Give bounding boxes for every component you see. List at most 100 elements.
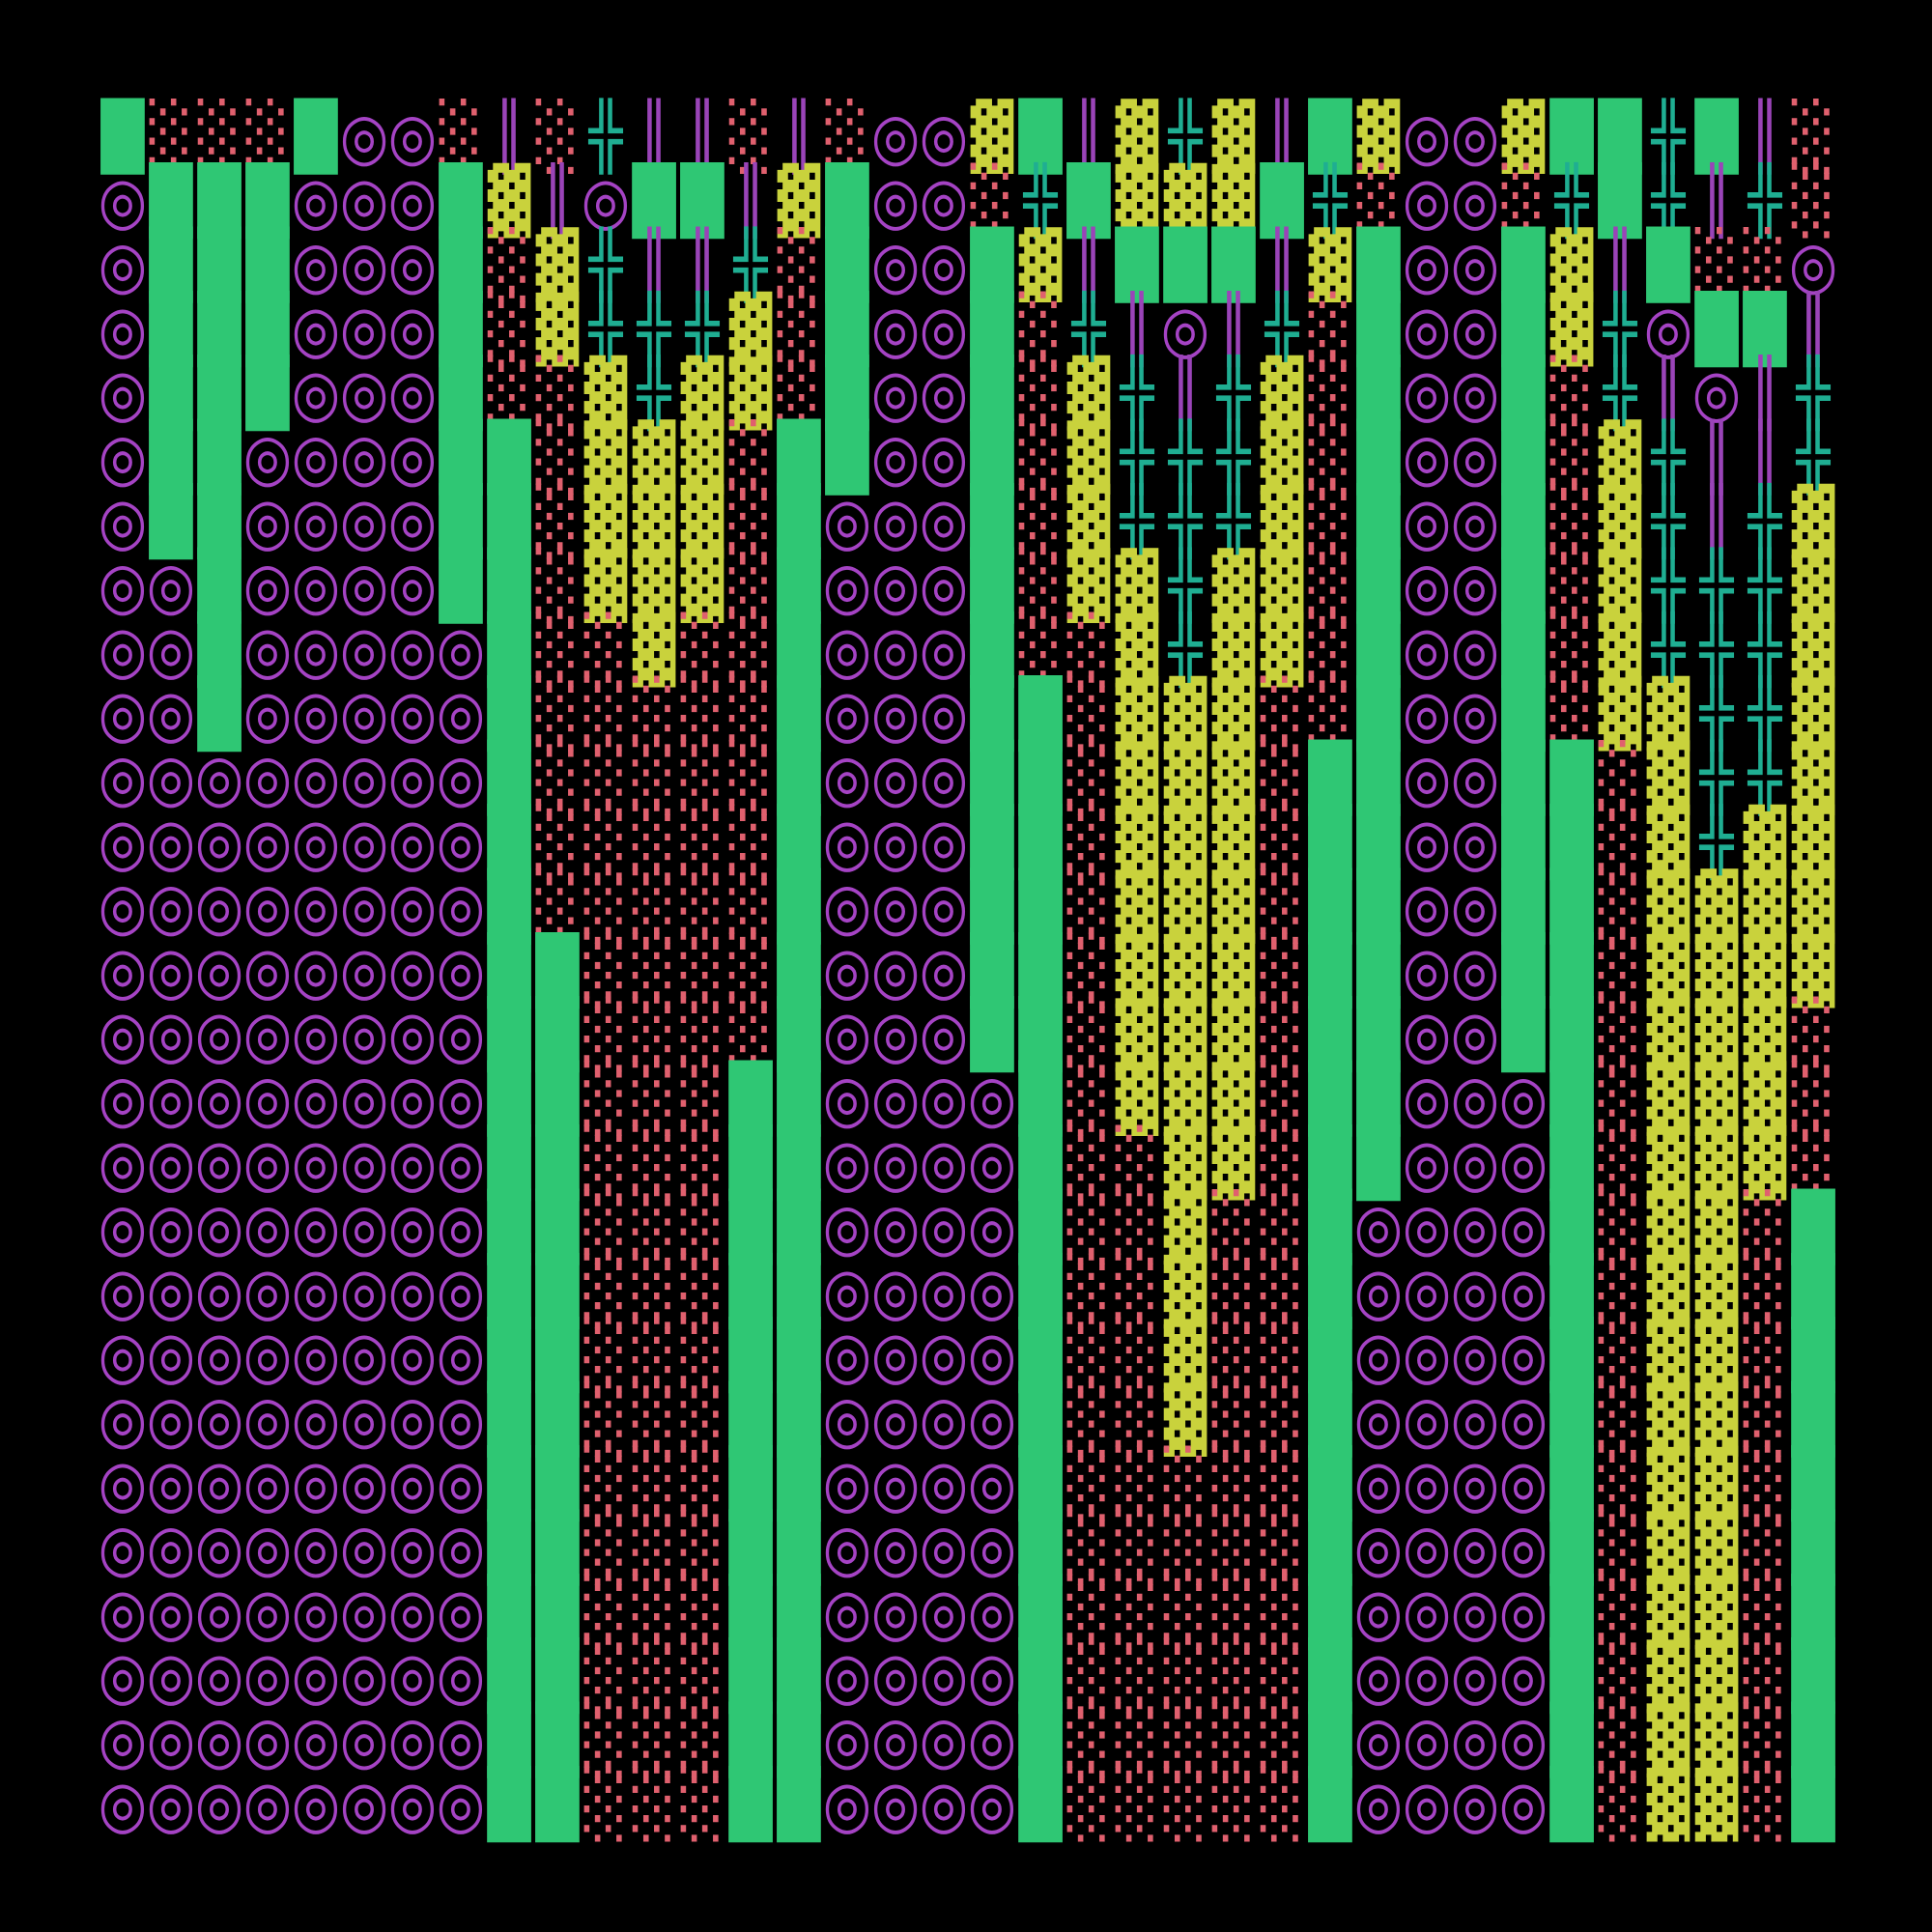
glyph-cell: ◎: [147, 805, 196, 880]
glyph-cell: ▓: [584, 484, 628, 560]
glyph-cell: █: [728, 1766, 773, 1843]
glyph-cell: ◎: [437, 868, 486, 944]
glyph-cell: ▓: [1647, 1318, 1690, 1394]
glyph-cell: █: [487, 547, 531, 624]
glyph-cell: █: [439, 162, 483, 240]
glyph-cell: ░: [1067, 1252, 1111, 1329]
glyph-cell: ░: [633, 675, 676, 753]
glyph-cell: ◎: [340, 997, 389, 1072]
glyph-cell: ╬: [1699, 804, 1735, 881]
glyph-cell: ◎: [340, 676, 389, 752]
glyph-cell: ◎: [871, 611, 921, 687]
glyph-cell: ▓: [1695, 1381, 1739, 1458]
glyph-cell: █: [1356, 804, 1401, 881]
glyph-cell: █: [680, 162, 724, 240]
glyph-cell: █: [535, 1509, 580, 1586]
glyph-cell: ◎: [340, 1061, 389, 1136]
glyph-cell: ◎: [871, 419, 921, 495]
glyph-cell: █: [1356, 931, 1401, 1009]
glyph-cell: ░: [1212, 1637, 1256, 1715]
glyph-cell: ▓: [1647, 1574, 1690, 1650]
glyph-cell: ░: [1744, 1701, 1787, 1778]
glyph-cell: ◎: [147, 868, 196, 944]
glyph-cell: █: [1549, 1445, 1594, 1522]
glyph-cell: ░: [1067, 1445, 1111, 1522]
glyph-cell: ╬: [1747, 675, 1783, 753]
glyph-cell: ◎: [1451, 419, 1500, 495]
glyph-cell: ░: [536, 675, 580, 753]
glyph-cell: ▓: [1116, 99, 1159, 175]
glyph-cell: ◎: [292, 484, 341, 559]
glyph-cell: ░: [778, 226, 821, 303]
glyph-cell: ░: [1019, 547, 1063, 624]
glyph-cell: ◎: [195, 1061, 244, 1136]
glyph-cell: ▓: [1116, 611, 1159, 688]
glyph-cell: ◎: [1499, 1061, 1548, 1136]
glyph-cell: ◎: [99, 997, 148, 1072]
glyph-cell: ▓: [1261, 355, 1304, 432]
glyph-cell: ◎: [340, 355, 389, 431]
glyph-cell: ▓: [1164, 932, 1208, 1009]
glyph-cell: ║: [1748, 355, 1782, 432]
glyph-cell: ◎: [920, 1381, 969, 1457]
glyph-cell: ◎: [920, 932, 969, 1008]
glyph-cell: ◎: [1451, 99, 1500, 174]
glyph-cell: ▓: [584, 355, 628, 432]
glyph-cell: ░: [1261, 1060, 1304, 1137]
glyph-cell: ◎: [340, 1446, 389, 1521]
glyph-cell: ░: [1695, 226, 1739, 303]
glyph-cell: ◎: [920, 1253, 969, 1328]
glyph-cell: ◎: [292, 1061, 341, 1136]
glyph-cell: ◎: [147, 1189, 196, 1264]
glyph-cell: ◎: [920, 805, 969, 880]
glyph-cell: ▓: [1357, 99, 1401, 175]
glyph-cell: ◎: [99, 932, 148, 1008]
glyph-cell: ░: [633, 1573, 676, 1650]
glyph-cell: ◎: [920, 611, 969, 687]
glyph-cell: ╬: [1216, 418, 1252, 496]
glyph-cell: ╬: [1651, 418, 1687, 496]
glyph-cell: █: [149, 418, 193, 496]
glyph-cell: █: [1308, 1317, 1352, 1394]
glyph-cell: ◎: [99, 1446, 148, 1521]
glyph-cell: █: [1018, 1573, 1063, 1650]
glyph-cell: ░: [1116, 1573, 1159, 1650]
glyph-cell: ◎: [147, 1446, 196, 1521]
glyph-cell: ◎: [292, 805, 341, 880]
glyph-cell: ╬: [1747, 611, 1783, 688]
glyph-cell: ░: [633, 867, 676, 945]
glyph-cell: ░: [1067, 996, 1111, 1073]
glyph-cell: ◎: [1499, 1767, 1548, 1842]
glyph-cell: █: [777, 1252, 821, 1329]
glyph-cell: ▓: [1212, 740, 1256, 816]
glyph-cell: ░: [1067, 1188, 1111, 1265]
glyph-cell: ░: [584, 996, 628, 1073]
glyph-cell: █: [487, 1317, 531, 1394]
glyph-cell: ◎: [195, 805, 244, 880]
glyph-cell: ◎: [1451, 1189, 1500, 1264]
glyph-cell: ◎: [99, 484, 148, 559]
glyph-cell: ▓: [729, 355, 773, 432]
glyph-cell: ◎: [147, 1381, 196, 1457]
glyph-cell: ◎: [437, 1253, 486, 1328]
glyph-cell: ◎: [968, 1702, 1017, 1777]
glyph-cell: ◎: [195, 1318, 244, 1393]
glyph-cell: ◎: [388, 932, 438, 1008]
glyph-cell: ░: [584, 739, 628, 816]
glyph-cell: ▓: [1164, 1253, 1208, 1329]
glyph-cell: ║: [734, 162, 768, 240]
glyph-cell: ░: [1116, 1380, 1159, 1458]
glyph-cell: ▓: [1647, 1702, 1690, 1778]
glyph-cell: █: [728, 1060, 773, 1137]
glyph-cell: ◎: [1499, 1574, 1548, 1649]
glyph-cell: ░: [1744, 1509, 1787, 1586]
glyph-cell: ◎: [1403, 1061, 1452, 1136]
glyph-cell: ▓: [1599, 484, 1642, 560]
glyph-cell: ╬: [1699, 675, 1735, 753]
glyph-cell: ◎: [871, 1767, 921, 1842]
glyph-cell: ║: [1265, 98, 1299, 175]
glyph-cell: ▓: [1792, 740, 1835, 816]
glyph-cell: ◎: [243, 1318, 293, 1393]
glyph-cell: ░: [1164, 1766, 1208, 1843]
glyph-cell: ▓: [1647, 676, 1690, 753]
